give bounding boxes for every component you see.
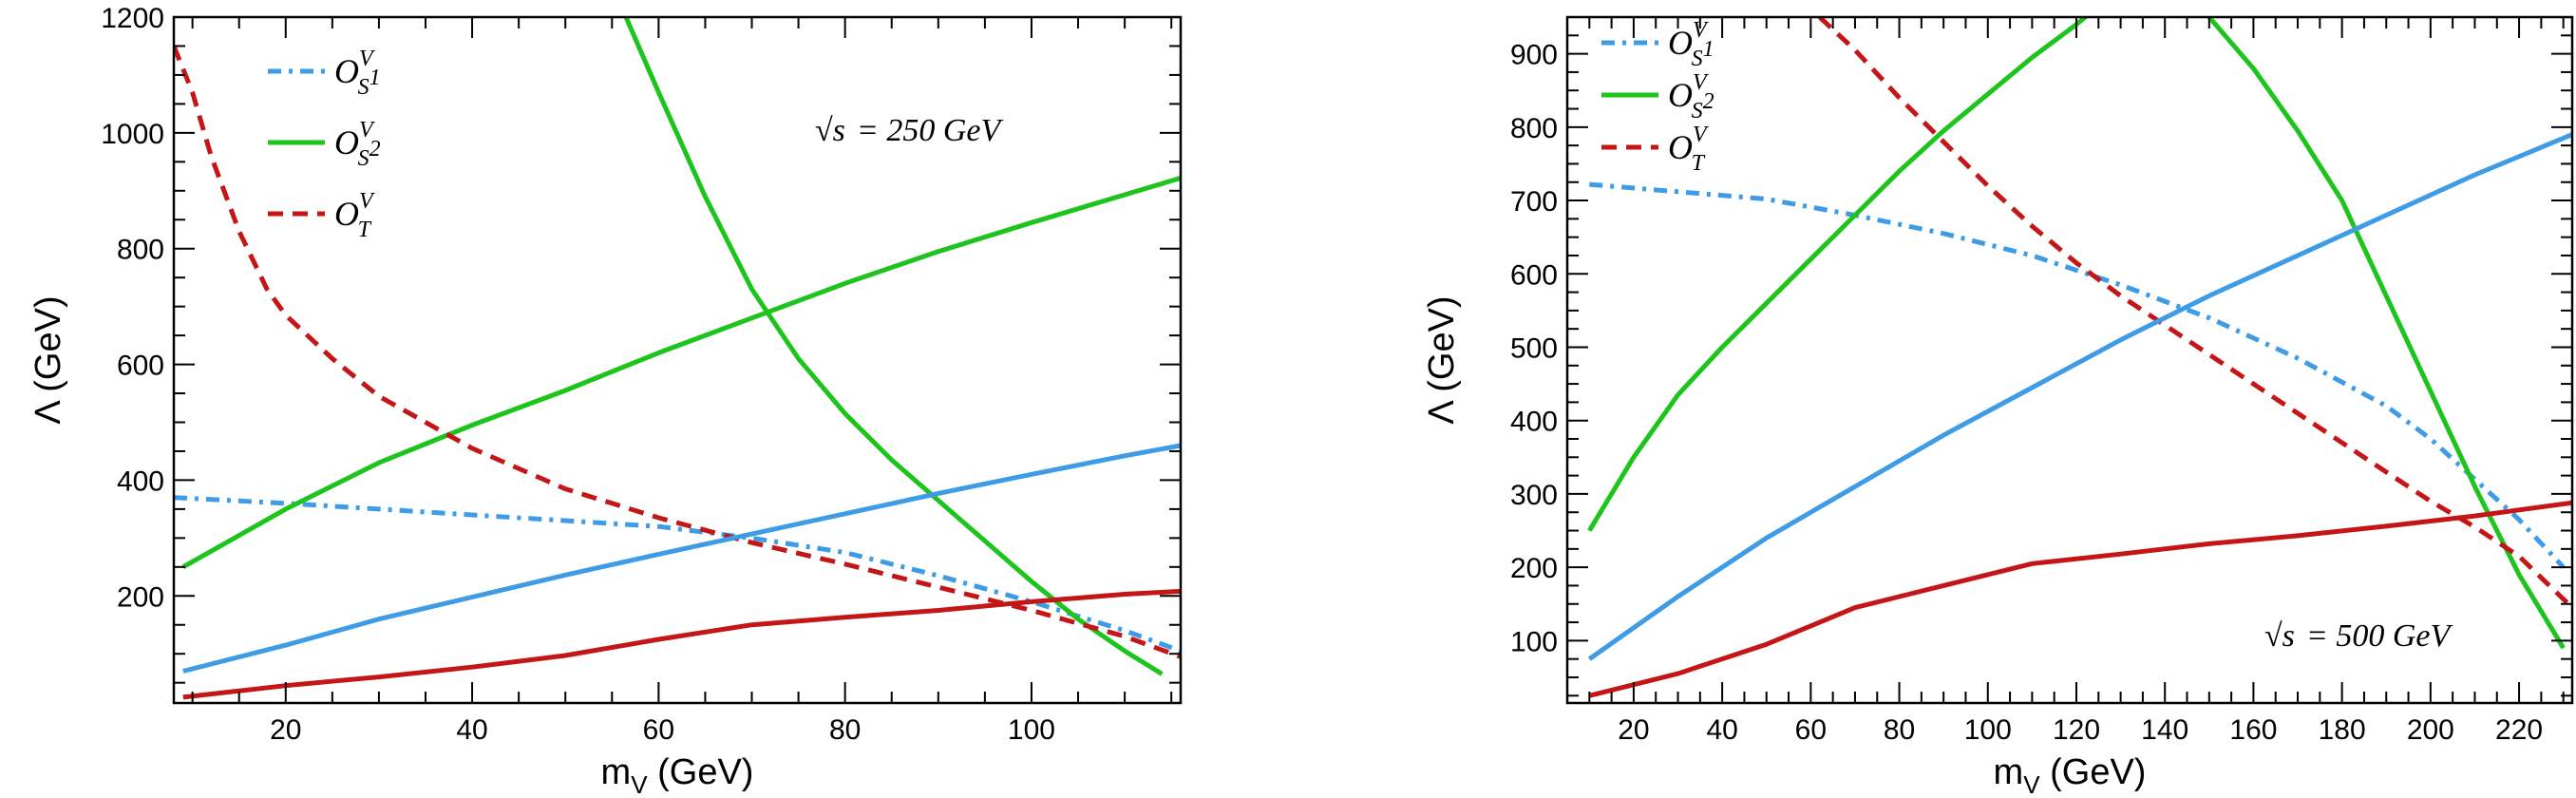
y-tick-label: 800 <box>117 235 164 266</box>
y-tick-label: 600 <box>117 351 164 382</box>
y-tick-label: 1000 <box>101 119 164 150</box>
y-tick-label: 600 <box>1510 259 1558 291</box>
plot-frame <box>172 15 1183 705</box>
y-tick-label: 900 <box>1510 40 1558 71</box>
x-tick-label: 140 <box>2141 714 2188 746</box>
chart-panel-right: 20 40 60 80 100 120 140 160 180 200 220 100 200 300 40… <box>1422 15 2574 798</box>
series-line-4 <box>1817 17 2572 610</box>
series-line-6 <box>1588 500 2572 698</box>
x-tick-label: 40 <box>456 714 487 746</box>
legend-label-1: OV S1 <box>1668 18 1714 71</box>
series-line-2 <box>181 176 1181 569</box>
x-tick-label: 60 <box>643 714 674 746</box>
x-tick-label: 180 <box>2319 714 2366 746</box>
y-tick-label: 800 <box>1510 113 1558 144</box>
series-line-3 <box>623 17 1164 676</box>
series-line-1 <box>1589 181 2566 569</box>
x-tick-label: 80 <box>1884 714 1915 746</box>
x-tick-label: 160 <box>2229 714 2277 746</box>
y-tick-label: 700 <box>1510 186 1558 218</box>
x-tick-label: 40 <box>1706 714 1737 746</box>
x-tick-label: 20 <box>270 714 301 746</box>
series-line-4 <box>174 45 1181 659</box>
x-tick-label: 120 <box>2053 714 2100 746</box>
chart-panel-left: 20 40 60 80 100 200 400 600 800 1000 1200 mV (GeV) Λ… <box>28 3 1183 798</box>
series-group <box>1587 17 2572 698</box>
plot-frame <box>1565 15 2574 705</box>
energy-annotation: √s = 250 GeV <box>815 113 1004 148</box>
x-tick-label: 220 <box>2495 714 2543 746</box>
y-tick-label: 1200 <box>101 3 164 34</box>
legend-label-2: OV S2 <box>1668 70 1714 124</box>
y-tick-label: 500 <box>1510 332 1558 364</box>
x-tick-label: 200 <box>2407 714 2454 746</box>
legend-label-3: OV T <box>334 189 375 242</box>
legend: OV S1 OV S2 OV T <box>268 47 381 242</box>
legend-label-1: OV S1 <box>334 47 381 100</box>
x-tick-label: 60 <box>1795 714 1827 746</box>
x-tick-label: 100 <box>1008 714 1055 746</box>
x-tick-label: 20 <box>1618 714 1649 746</box>
energy-annotation: √s = 500 GeV <box>2264 618 2453 654</box>
y-tick-label: 200 <box>1510 553 1558 584</box>
series-line-3 <box>2207 17 2566 650</box>
y-tick-label: 300 <box>1510 480 1558 511</box>
y-axis-label: Λ (GeV) <box>1422 295 1462 424</box>
series-line-5 <box>1587 132 2572 661</box>
x-tick-label: 100 <box>1964 714 2012 746</box>
x-axis-label: mV (GeV) <box>601 752 754 798</box>
y-tick-label: 100 <box>1510 626 1558 657</box>
x-tick-label: 80 <box>829 714 861 746</box>
y-tick-label: 200 <box>117 581 164 613</box>
series-line-6 <box>182 588 1181 700</box>
series-group <box>174 17 1181 700</box>
y-tick-label: 400 <box>1510 407 1558 438</box>
legend-label-2: OV S2 <box>334 118 381 171</box>
y-axis-label: Λ (GeV) <box>28 295 68 424</box>
x-axis-label: mV (GeV) <box>1994 752 2147 798</box>
y-tick-label: 400 <box>117 466 164 497</box>
series-line-5 <box>182 443 1181 674</box>
legend-label-3: OV T <box>1668 123 1709 176</box>
series-line-2 <box>1587 17 2090 532</box>
